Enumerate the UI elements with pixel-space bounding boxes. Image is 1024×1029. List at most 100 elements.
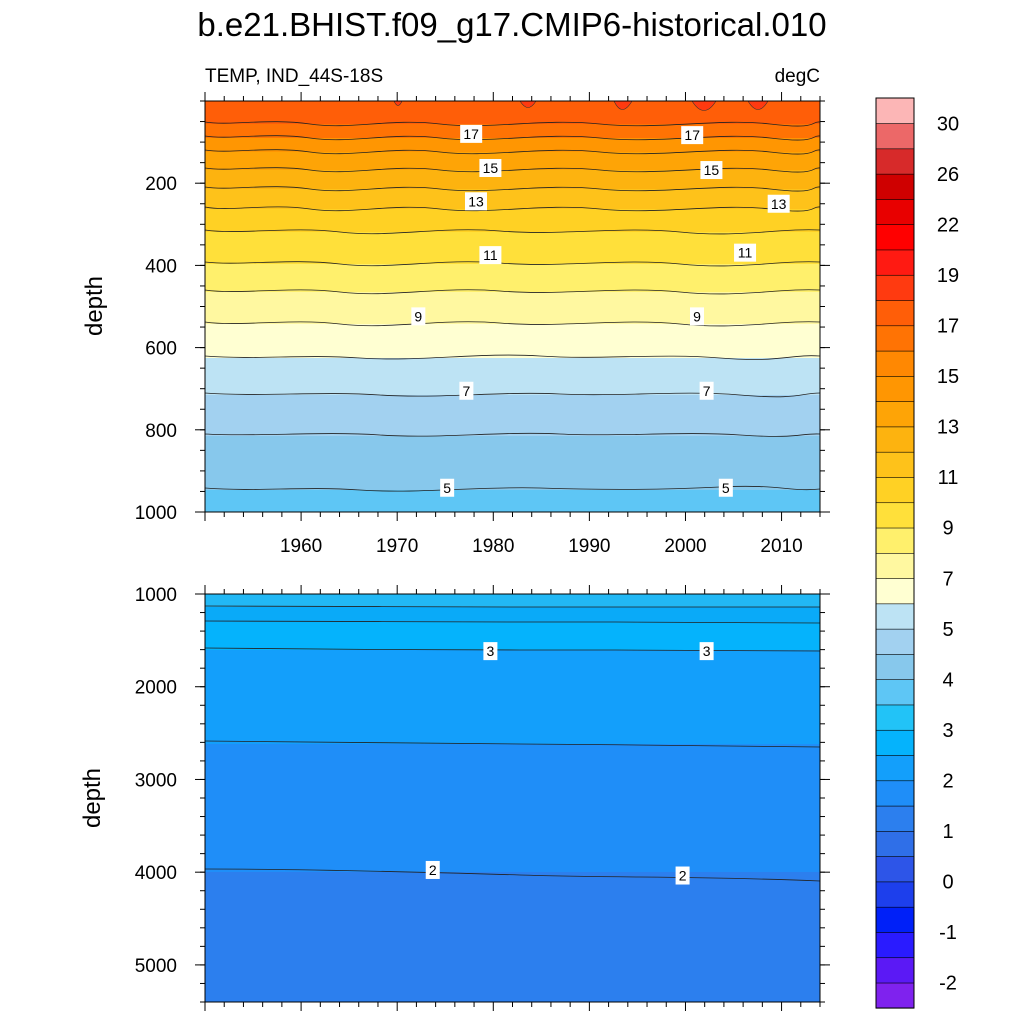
colorbar-swatch — [875, 729, 915, 756]
contour-label-box — [483, 642, 498, 661]
upper-panel: 17 17 15 15 13 13 11 11 9 9 7 7 5 5 TEMP, IND_44S-18S… — [81, 66, 830, 557]
contour-line — [204, 186, 821, 192]
colorbar-swatch — [875, 451, 915, 478]
colorbar-frame — [875, 97, 915, 1009]
contour-line — [204, 121, 821, 127]
band-17-18 — [205, 122, 820, 138]
contour-label: 9 — [693, 308, 701, 324]
chart-title: b.e21.BHIST.f09_g17.CMIP6-historical.010 — [197, 6, 826, 43]
contour-line — [204, 392, 821, 398]
band-13-14 — [205, 187, 820, 209]
contour-line — [204, 485, 821, 492]
contour-label: 15 — [704, 162, 720, 178]
x-tick-label: 1960 — [280, 536, 322, 557]
lower-y-axis-label: depth — [79, 768, 106, 828]
contour-label-box — [459, 381, 474, 400]
upper-y-axis-label: depth — [81, 276, 108, 336]
colorbar-swatch — [875, 957, 915, 984]
colorbar-label: 9 — [942, 518, 953, 540]
colorbar-label: 17 — [937, 316, 959, 338]
contour-line — [204, 289, 821, 295]
y-tick-label: 5000 — [135, 956, 177, 977]
colorbar-label: 15 — [937, 366, 959, 388]
contour-label-box — [425, 860, 440, 879]
x-tick-label: 2000 — [664, 536, 706, 557]
colorbar-swatch — [875, 476, 915, 504]
band-2.5-3 — [205, 648, 820, 744]
y-tick-label: 600 — [145, 339, 177, 360]
y-tick-label: 1000 — [135, 585, 177, 606]
band-3-3.5 — [205, 620, 820, 650]
colorbar-swatch — [875, 780, 915, 807]
upper-left-subtitle: TEMP, IND_44S-18S — [205, 66, 383, 87]
contour-label: 7 — [703, 383, 711, 399]
y-tick-label: 400 — [145, 256, 177, 277]
colorbar-label: 4 — [942, 669, 953, 691]
contour-line — [204, 605, 820, 608]
contour-line — [204, 620, 821, 624]
contour-label: 9 — [414, 308, 422, 324]
contour-label: 11 — [483, 247, 498, 263]
colorbar-swatch — [875, 830, 915, 857]
colorbar-label: 3 — [942, 720, 953, 742]
contour-line — [204, 432, 821, 437]
contour-line — [204, 740, 821, 748]
colorbar-label: 2 — [942, 771, 953, 793]
colorbar-swatch — [875, 97, 915, 124]
contour-label: 17 — [463, 126, 479, 142]
band-gt4 — [205, 594, 820, 607]
upper-fill-bands — [205, 100, 820, 512]
band-9-10 — [205, 290, 820, 324]
colorbar-swatch — [875, 704, 915, 731]
colorbar-label: 0 — [942, 872, 953, 894]
band-2-2.5 — [205, 740, 820, 872]
colorbar-swatch — [875, 148, 915, 175]
upper-contour-labels: 17 17 15 15 13 13 11 11 9 9 7 7 5 5 — [411, 124, 790, 497]
contour-line — [204, 647, 821, 652]
colorbar-label: 5 — [942, 619, 953, 641]
lower-axis-ticks: 1000 2000 3000 4000 5000 — [135, 585, 830, 1011]
contour-label: 2 — [679, 868, 687, 884]
contour-label-box — [700, 161, 723, 180]
colorbar-swatch — [875, 982, 915, 1009]
contour-label-box — [681, 126, 704, 145]
colorbar-label: 11 — [938, 467, 959, 489]
band-11-12 — [205, 230, 820, 264]
contour-label-box — [675, 866, 690, 885]
colorbar-swatch — [875, 805, 915, 832]
colorbar-label: 7 — [942, 568, 953, 590]
colorbar-swatch — [875, 426, 915, 453]
contour-label-box — [460, 124, 483, 143]
contour-label-box — [718, 478, 733, 497]
lower-fill-bands — [205, 594, 820, 1002]
contour-label-box — [479, 158, 502, 177]
colorbar-swatch — [875, 122, 915, 150]
contour-label: 11 — [738, 245, 753, 261]
contour-line — [204, 321, 821, 327]
contour-label-box — [479, 246, 502, 265]
lower-contour-labels: 3 3 2 2 — [425, 642, 714, 885]
contour-label: 7 — [462, 383, 470, 399]
y-tick-label: 2000 — [135, 678, 177, 699]
band-7-8 — [205, 356, 820, 395]
colorbar-label: 1 — [942, 821, 953, 843]
upper-right-subtitle: degC — [775, 66, 820, 87]
colorbar-swatch — [875, 173, 915, 200]
band-5-6 — [205, 434, 820, 490]
contour-label: 13 — [468, 193, 484, 209]
colorbar-swatch — [875, 274, 915, 301]
contour-label: 15 — [483, 160, 499, 176]
band-6-7 — [205, 393, 820, 436]
lower-panel: 3 3 2 2 depth 1000 2000 3000 4000 5000 — [79, 585, 830, 1011]
colorbar-swatch — [875, 375, 915, 402]
contour-label-box — [699, 642, 714, 661]
band-18-19 — [205, 101, 820, 124]
band-10-11 — [205, 262, 820, 292]
colorbar-swatch — [875, 881, 915, 908]
colorbar: -2 -1 0 1 2 3 4 5 7 9 11 13 15 17 19 22 26 30 — [875, 97, 959, 1009]
colorbar-label: 30 — [937, 113, 959, 135]
contour-label-box — [440, 478, 455, 497]
contour-label: 3 — [703, 643, 711, 659]
colorbar-swatch — [875, 350, 915, 377]
colorbar-swatch — [875, 931, 915, 959]
